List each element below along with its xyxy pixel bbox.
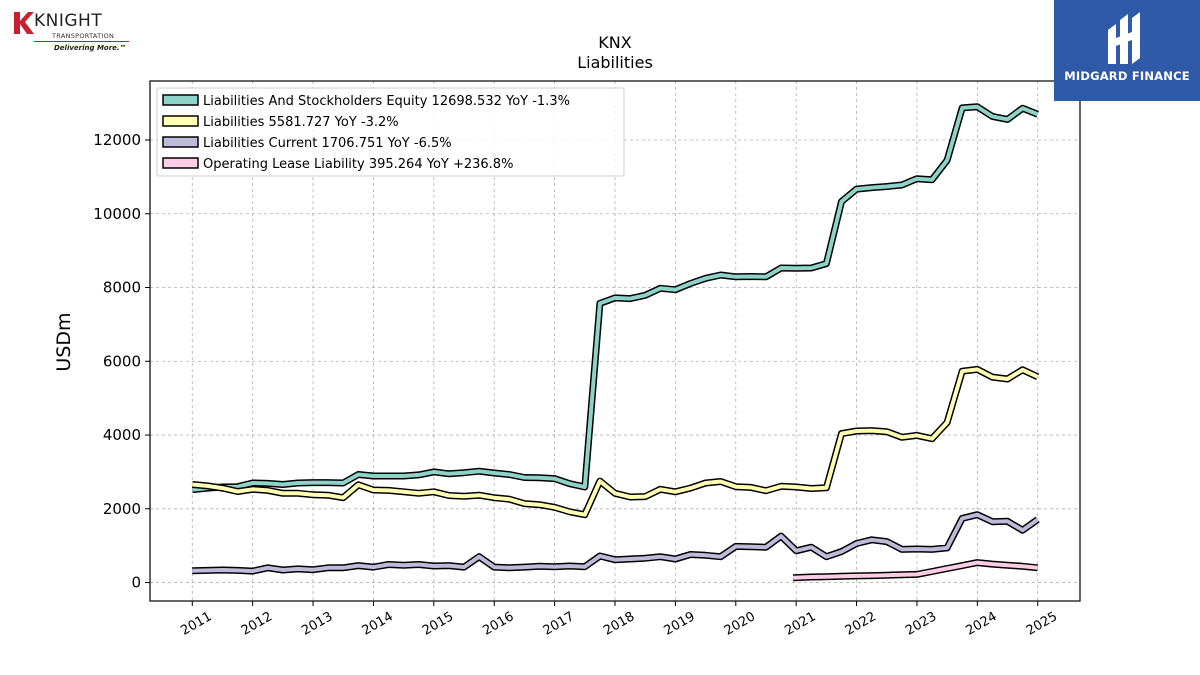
legend-swatch bbox=[162, 157, 199, 169]
y-tick-label: 6000 bbox=[103, 352, 141, 370]
series-line bbox=[192, 512, 1039, 574]
series-3 bbox=[192, 511, 1040, 575]
knight-k-icon bbox=[14, 12, 34, 34]
series-4 bbox=[792, 559, 1039, 582]
y-tick-label: 10000 bbox=[93, 205, 141, 223]
x-tick-label: 2022 bbox=[843, 609, 879, 639]
grid bbox=[150, 81, 1080, 601]
y-tick-label: 8000 bbox=[103, 279, 141, 297]
x-tick-label: 2019 bbox=[662, 609, 698, 639]
chart-title: KNX bbox=[598, 33, 631, 52]
legend-box bbox=[156, 87, 625, 177]
x-tick-label: 2023 bbox=[903, 609, 939, 639]
y-tick-label: 12000 bbox=[93, 131, 141, 149]
series-lines bbox=[191, 103, 1040, 582]
knight-logo-sub: TRANSPORTATION bbox=[52, 32, 115, 40]
series-1 bbox=[191, 103, 1039, 494]
series-line bbox=[793, 560, 1038, 580]
midgard-mark-icon bbox=[1108, 12, 1140, 64]
x-tick-label: 2025 bbox=[1024, 609, 1060, 639]
legend-swatch bbox=[162, 115, 199, 127]
series-2 bbox=[191, 365, 1040, 519]
x-tick-label: 2017 bbox=[541, 609, 577, 639]
series-line bbox=[192, 367, 1039, 517]
series-line bbox=[192, 104, 1039, 492]
midgard-finance-logo: MIDGARD FINANCE bbox=[1054, 0, 1200, 101]
y-tick-label: 2000 bbox=[103, 500, 141, 518]
y-tick-label: 4000 bbox=[103, 426, 141, 444]
legend-swatch bbox=[162, 94, 199, 106]
knight-logo-divider bbox=[34, 41, 129, 42]
x-tick-label: 2012 bbox=[239, 609, 275, 639]
legend-swatch bbox=[162, 136, 199, 148]
x-tick-label: 2014 bbox=[360, 609, 396, 639]
chart-subtitle: Liabilities bbox=[577, 53, 653, 72]
x-tick-label: 2013 bbox=[299, 609, 335, 639]
axes: 0 2000 4000 6000 8000 10000 12000 2011 2012 2013 2… bbox=[93, 131, 1060, 639]
x-tick-label: 2021 bbox=[782, 609, 818, 639]
x-tick-label: 2020 bbox=[722, 609, 758, 639]
legend-entry: Operating Lease Liability 395.264 YoY +2… bbox=[203, 157, 513, 172]
legend-entry: Liabilities 5581.727 YoY -3.2% bbox=[203, 115, 399, 130]
y-tick-label: 0 bbox=[131, 574, 141, 592]
legend: Liabilities And Stockholders Equity 1269… bbox=[156, 87, 625, 177]
x-tick-label: 2024 bbox=[964, 609, 1000, 639]
knight-transportation-logo: KNIGHT TRANSPORTATION Delivering More.™ bbox=[12, 8, 130, 56]
x-tick-label: 2015 bbox=[420, 609, 456, 639]
y-axis-label: USDm bbox=[53, 312, 75, 371]
x-tick-label: 2011 bbox=[178, 609, 214, 639]
x-tick-label: 2016 bbox=[480, 609, 516, 639]
x-tick-label: 2018 bbox=[601, 609, 637, 639]
knight-logo-tagline: Delivering More.™ bbox=[54, 44, 127, 52]
series-outline bbox=[192, 511, 1040, 575]
knight-logo-name: KNIGHT bbox=[34, 11, 103, 31]
midgard-logo-name: MIDGARD FINANCE bbox=[1064, 69, 1190, 83]
legend-entry: Liabilities And Stockholders Equity 1269… bbox=[203, 94, 570, 109]
legend-entry: Liabilities Current 1706.751 YoY -6.5% bbox=[203, 136, 452, 151]
